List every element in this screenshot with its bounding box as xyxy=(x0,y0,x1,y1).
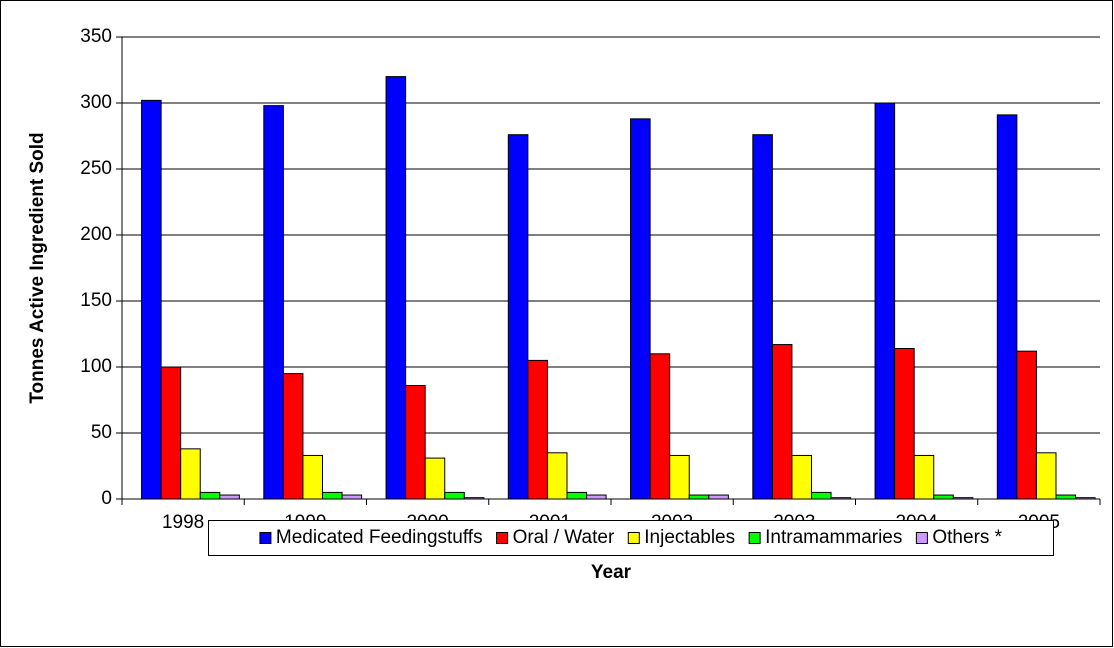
bar xyxy=(263,105,284,500)
y-tick-label: 50 xyxy=(91,422,112,443)
bar xyxy=(1035,452,1057,500)
bar xyxy=(405,384,426,500)
bar xyxy=(894,348,915,500)
bar xyxy=(649,353,671,500)
y-axis-label: Tonnes Active Ingredient Sold xyxy=(27,132,48,403)
legend-label: Medicated Feedingstuffs xyxy=(276,527,483,548)
legend-label: Intramammaries xyxy=(765,527,902,548)
y-tick-label: 100 xyxy=(80,356,112,377)
legend-swatch xyxy=(627,532,640,544)
bar xyxy=(160,366,182,500)
bar xyxy=(1055,494,1077,500)
bar xyxy=(302,454,323,500)
legend-swatch xyxy=(915,532,928,544)
bar xyxy=(463,497,485,500)
bar xyxy=(874,102,896,500)
bar xyxy=(321,491,343,500)
bar xyxy=(688,494,710,500)
bar xyxy=(199,491,221,500)
x-tick-label: 1998 xyxy=(162,512,204,533)
y-tick-label: 300 xyxy=(80,92,112,113)
bar xyxy=(913,454,935,500)
bar xyxy=(219,494,240,500)
legend-swatch xyxy=(259,532,272,544)
bar xyxy=(566,491,588,500)
bar xyxy=(546,452,568,500)
bar xyxy=(830,497,852,500)
legend-label: Injectables xyxy=(644,527,735,548)
bar xyxy=(282,373,304,500)
bar xyxy=(952,497,974,500)
legend-label: Oral / Water xyxy=(513,527,615,548)
bar xyxy=(444,491,465,500)
bar xyxy=(507,134,529,500)
bar xyxy=(527,359,548,500)
bar xyxy=(141,99,162,500)
bar xyxy=(708,494,729,500)
y-tick-label: 350 xyxy=(80,26,112,47)
bar xyxy=(996,114,1018,500)
bar xyxy=(933,494,954,500)
bar xyxy=(424,457,446,500)
bar xyxy=(180,448,201,500)
bar xyxy=(791,454,812,500)
legend-swatch xyxy=(496,532,509,544)
y-tick-label: 250 xyxy=(80,158,112,179)
bar xyxy=(810,491,832,500)
legend-label: Others * xyxy=(932,527,1002,548)
legend-swatch xyxy=(748,532,761,544)
x-axis-label: Year xyxy=(591,562,632,583)
bar xyxy=(669,454,690,500)
bar xyxy=(385,76,407,500)
bar xyxy=(1016,350,1037,500)
bar xyxy=(752,134,773,500)
bar xyxy=(586,494,607,500)
bar xyxy=(771,344,793,500)
y-tick-label: 0 xyxy=(101,488,112,509)
y-tick-label: 150 xyxy=(80,290,112,311)
bar xyxy=(630,118,651,500)
bar xyxy=(341,494,363,500)
y-tick-label: 200 xyxy=(80,224,112,245)
bar xyxy=(1075,497,1096,500)
